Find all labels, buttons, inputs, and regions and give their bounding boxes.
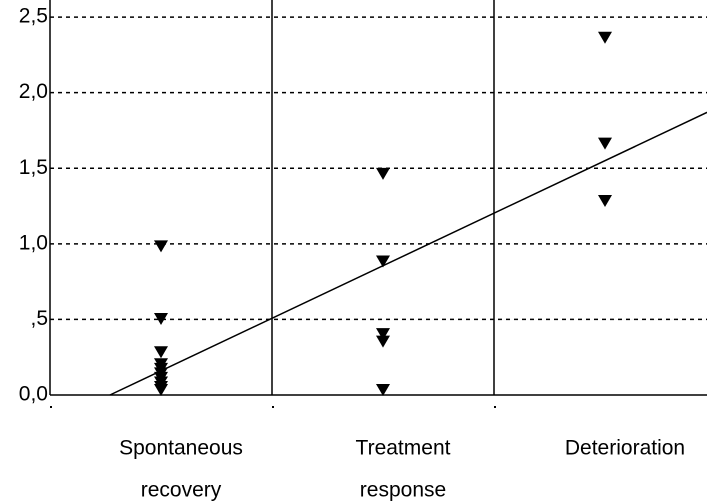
point <box>376 328 390 341</box>
y-tick-label: 1,0 <box>19 231 48 254</box>
point <box>154 240 168 253</box>
point <box>598 195 612 208</box>
point <box>376 167 390 180</box>
plot-area <box>50 16 707 396</box>
point <box>154 384 168 396</box>
point <box>598 31 612 44</box>
trendline <box>109 111 707 396</box>
point <box>154 346 168 359</box>
y-tick-label: ,5 <box>30 307 48 330</box>
point <box>598 137 612 150</box>
x-tick-label: response <box>360 479 446 502</box>
x-tick-label: Treatment <box>356 437 451 460</box>
y-tick-label: 0,0 <box>19 383 48 406</box>
x-tick-label: recovery <box>141 479 222 502</box>
x-tick-label: Spontaneous <box>119 437 243 460</box>
point <box>154 312 168 325</box>
y-tick-label: 1,5 <box>19 156 48 179</box>
x-tick-label: Deterioration <box>565 437 685 460</box>
y-tick-label: 2,5 <box>19 5 48 28</box>
point <box>376 255 390 268</box>
point <box>376 335 390 348</box>
point <box>376 384 390 396</box>
y-tick-label: 2,0 <box>19 80 48 103</box>
